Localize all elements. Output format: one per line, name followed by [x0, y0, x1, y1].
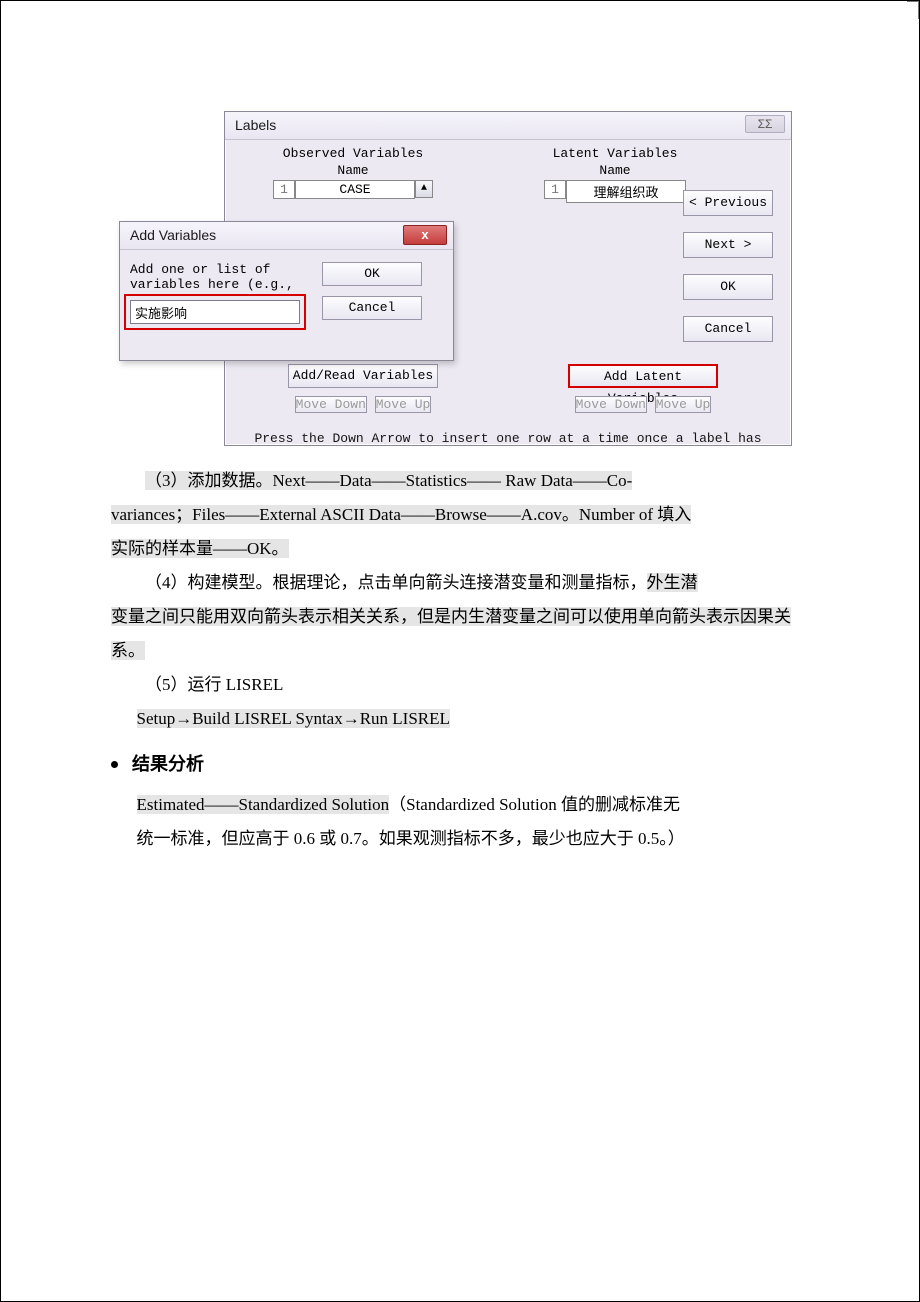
doc-step6-line2: 统一标准，但应高于 0.6 或 0.7。如果观测指标不多，最少也应大于 0.5。… [111, 822, 799, 856]
add-variables-title-text: Add Variables [130, 227, 216, 243]
document-text: （3）添加数据。Next——Data——Statistics—— Raw Dat… [111, 464, 799, 856]
doc-step5-line2-text: Setup→Build LISREL Syntax→Run LISREL [137, 709, 450, 728]
latent-variables-column: Latent Variables Name 1理解组织政 [525, 140, 705, 203]
observed-row: 1CASE▲ [243, 180, 463, 199]
previous-button[interactable]: < Previous [683, 190, 773, 216]
add-variables-input[interactable] [130, 300, 300, 324]
doc-step6-rest: （Standardized Solution 值的删减标准无 [389, 795, 680, 814]
next-button[interactable]: Next > [683, 232, 773, 258]
bullet-dot-icon [111, 761, 118, 768]
latent-row-num: 1 [544, 180, 566, 199]
latent-title: Latent Variables [525, 146, 705, 161]
doc-step4-line2-hl: 变量之间只能用双向箭头表示相关关系，但是内生潜变量之间可以使用单向箭头表示因果关… [111, 607, 791, 660]
labels-footer-hint: Press the Down Arrow to insert one row a… [225, 431, 791, 446]
latent-move-up-button[interactable]: Move Up [655, 396, 712, 413]
observed-move-up-button[interactable]: Move Up [375, 396, 432, 413]
add-read-variables-button[interactable]: Add/Read Variables [288, 364, 438, 388]
doc-step6-line1: Estimated——Standardized Solution（Standar… [111, 788, 799, 822]
add-variables-close-button[interactable]: x [403, 225, 447, 245]
add-latent-variables-button[interactable]: Add Latent Variables [568, 364, 718, 388]
observed-name-header: Name [243, 163, 463, 178]
add-variables-left: Add one or list of variables here (e.g., [130, 262, 310, 330]
doc-step6-hl: Estimated——Standardized Solution [137, 795, 390, 814]
labels-titlebar: Labels ΣΣ [225, 112, 791, 140]
observed-row-num: 1 [273, 180, 295, 199]
doc-step3-line3: 实际的样本量——OK。 [111, 532, 799, 566]
add-variables-prompt-2: variables here (e.g., [130, 277, 310, 292]
labels-close-button[interactable]: ΣΣ [745, 115, 785, 133]
add-variables-cancel-button[interactable]: Cancel [322, 296, 422, 320]
doc-step3-line2-text: variances；Files——External ASCII Data——Br… [111, 505, 691, 524]
doc-step3-line1: （3）添加数据。Next——Data——Statistics—— Raw Dat… [111, 464, 799, 498]
doc-step4-line2: 变量之间只能用双向箭头表示相关关系，但是内生潜变量之间可以使用单向箭头表示因果关… [111, 600, 799, 668]
add-variables-body: Add one or list of variables here (e.g.,… [120, 250, 453, 340]
doc-step3-line3-text: 实际的样本量——OK。 [111, 539, 289, 558]
observed-variables-column: Observed Variables Name 1CASE▲ [243, 140, 463, 199]
corner-mark [907, 1, 919, 19]
labels-side-buttons: < Previous Next > OK Cancel [683, 190, 773, 358]
doc-step3-line2: variances；Files——External ASCII Data——Br… [111, 498, 799, 532]
add-variables-prompt-1: Add one or list of [130, 262, 310, 277]
observed-title: Observed Variables [243, 146, 463, 161]
doc-step5-line2: Setup→Build LISREL Syntax→Run LISREL [111, 702, 799, 736]
add-variables-right: OK Cancel [310, 262, 430, 330]
add-variables-titlebar: Add Variables x [120, 222, 453, 250]
labels-bottom-buttons: Add/Read Variables Move Down Move Up Add… [243, 364, 803, 416]
latent-row-value[interactable]: 理解组织政 [566, 180, 686, 203]
cancel-button[interactable]: Cancel [683, 316, 773, 342]
observed-move-down-button[interactable]: Move Down [295, 396, 367, 413]
ok-button[interactable]: OK [683, 274, 773, 300]
add-variables-ok-button[interactable]: OK [322, 262, 422, 286]
doc-step4-line1-hl: 外生潜 [647, 573, 698, 592]
scroll-up-icon[interactable]: ▲ [415, 180, 433, 198]
doc-step4-line1-text: （4）构建模型。根据理论，点击单向箭头连接潜变量和测量指标， [145, 573, 647, 592]
latent-name-header: Name [525, 163, 705, 178]
doc-step3-line1-text: （3）添加数据。Next——Data——Statistics—— Raw Dat… [145, 471, 632, 490]
document-page: Labels ΣΣ Observed Variables Name 1CASE▲… [0, 0, 920, 1302]
latent-row: 1理解组织政 [525, 180, 705, 203]
add-variables-window: Add Variables x Add one or list of varia… [119, 221, 454, 361]
observed-row-value[interactable]: CASE [295, 180, 415, 199]
screenshot-composite: Labels ΣΣ Observed Variables Name 1CASE▲… [119, 111, 791, 446]
bullet-result-analysis: 结果分析 [111, 746, 799, 782]
doc-step5-line1: （5）运行 LISREL [111, 668, 799, 702]
doc-step4-line1: （4）构建模型。根据理论，点击单向箭头连接潜变量和测量指标，外生潜 [111, 566, 799, 600]
labels-title-text: Labels [235, 117, 276, 133]
bullet-title: 结果分析 [132, 746, 204, 782]
latent-move-down-button[interactable]: Move Down [575, 396, 647, 413]
